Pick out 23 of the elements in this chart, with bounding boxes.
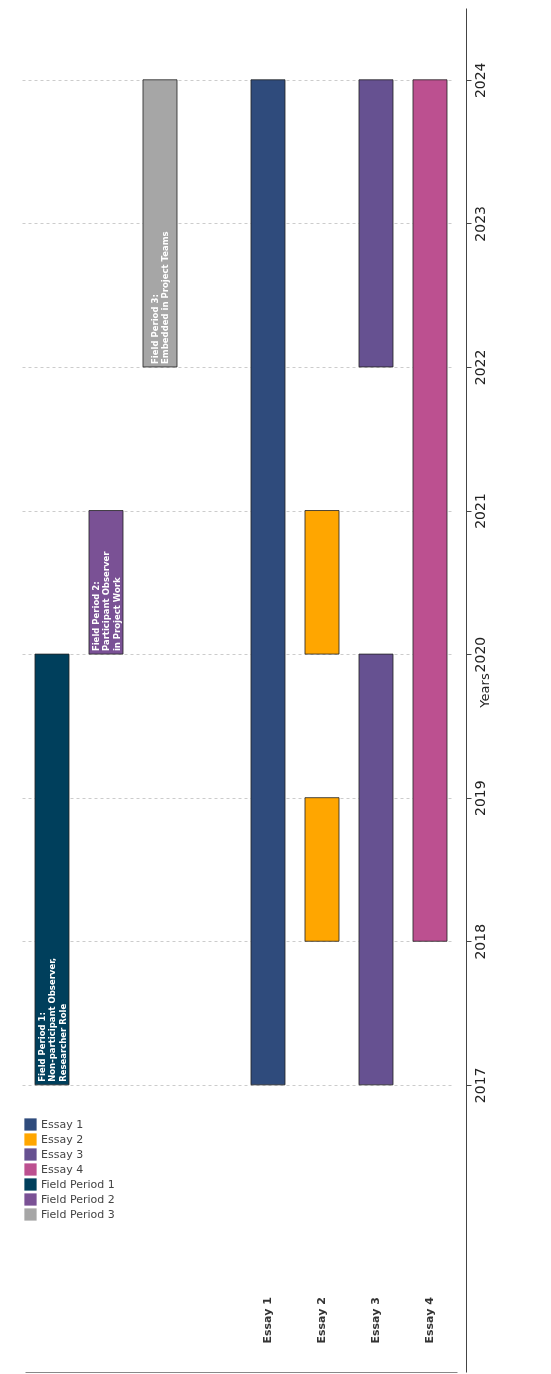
legend-label: Essay 2	[41, 1132, 84, 1146]
y-tick-label: 2024	[471, 62, 488, 99]
legend-label: Essay 3	[41, 1147, 84, 1161]
legend-label: Essay 1	[41, 1117, 84, 1131]
y-tick-label: 2018	[471, 923, 488, 960]
legend-label: Field Period 2	[41, 1192, 115, 1206]
x-tick-label: Essay 4	[423, 1296, 436, 1344]
y-tick-label: 2019	[471, 780, 488, 816]
y-tick-label: 2021	[471, 493, 488, 529]
x-tick-label: Essay 3	[369, 1297, 382, 1344]
x-tick-label: Essay 2	[315, 1297, 328, 1344]
data-label: Field Period 1: Non-participant Observer, Researcher Role	[36, 957, 68, 1082]
y-tick-label: 2017	[471, 1067, 488, 1104]
x-tick-label: Essay 1	[261, 1297, 274, 1344]
legend-label: Field Period 1	[41, 1177, 115, 1191]
legend-label: Essay 4	[41, 1162, 84, 1176]
legend-label: Field Period 3	[41, 1207, 115, 1221]
data-label: Field Period 3: Embedded in Project Teams	[149, 231, 171, 364]
data-label: Field Period 2: Participant Observer in Project Work	[90, 550, 122, 652]
y-axis-title: Years	[476, 673, 492, 709]
y-tick-label: 2023	[471, 206, 488, 242]
y-tick-label: 2020	[471, 636, 488, 673]
y-tick-label: 2022	[471, 349, 488, 386]
